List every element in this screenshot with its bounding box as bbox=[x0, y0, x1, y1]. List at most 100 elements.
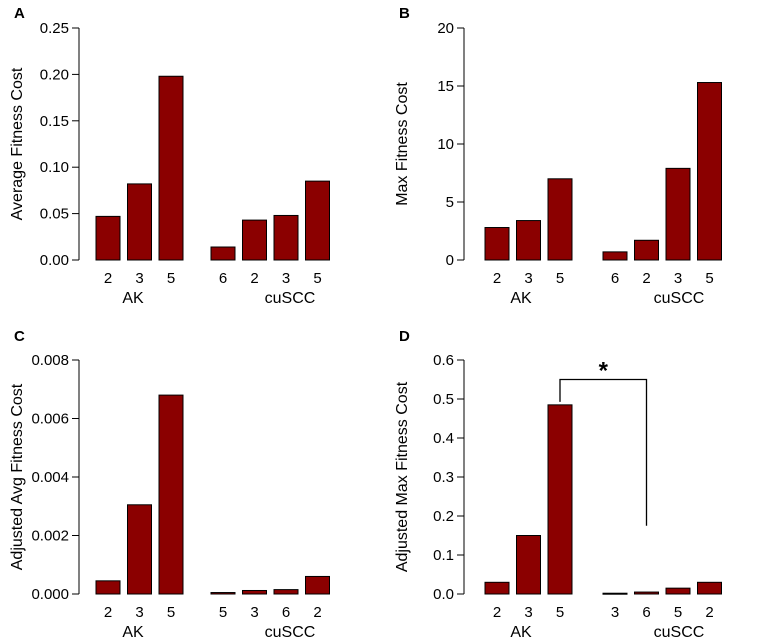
x-tick-label: 5 bbox=[167, 604, 175, 621]
x-tick-label: 5 bbox=[313, 270, 321, 287]
y-tick-label: 20 bbox=[437, 20, 454, 37]
bar bbox=[634, 239, 659, 261]
x-tick-label: 5 bbox=[556, 270, 564, 287]
bar bbox=[484, 581, 510, 595]
bar bbox=[273, 214, 299, 261]
x-tick-label: 3 bbox=[135, 270, 143, 287]
group-label: AK bbox=[122, 624, 144, 641]
x-tick-label: 2 bbox=[493, 604, 501, 621]
x-tick-label: 6 bbox=[219, 270, 227, 287]
bar bbox=[516, 220, 541, 261]
y-tick-label: 0.20 bbox=[40, 66, 69, 83]
bar bbox=[127, 183, 152, 261]
panel-label: A bbox=[14, 5, 25, 22]
bar bbox=[158, 75, 184, 261]
x-tick-label: 6 bbox=[282, 604, 290, 621]
y-tick-label: 0.1 bbox=[433, 547, 454, 564]
bar bbox=[697, 82, 722, 261]
group-label: AK bbox=[510, 290, 532, 307]
group-label: cuSCC bbox=[654, 624, 705, 641]
y-tick-label: 0.004 bbox=[31, 469, 69, 486]
y-tick-label: 0.15 bbox=[40, 113, 69, 130]
significance-star: * bbox=[599, 358, 609, 385]
x-tick-label: 2 bbox=[493, 270, 501, 287]
y-tick-label: 0.10 bbox=[40, 159, 69, 176]
bar bbox=[158, 394, 184, 595]
bar bbox=[305, 575, 330, 595]
y-tick-label: 0.002 bbox=[31, 528, 69, 545]
y-tick-label: 0 bbox=[446, 252, 454, 269]
x-tick-label: 2 bbox=[104, 604, 112, 621]
panel-d: D 0.0 0.1 0.2 0.3 0.4 0.5 0.6 Adjusted Max Fitne… bbox=[394, 328, 722, 641]
y-tick-label: 0.0 bbox=[433, 586, 454, 603]
y-tick-label: 15 bbox=[437, 78, 454, 95]
group-label: AK bbox=[510, 624, 532, 641]
bar bbox=[634, 591, 659, 595]
bar bbox=[127, 504, 152, 595]
y-tick-label: 0.25 bbox=[40, 20, 69, 37]
x-tick-label: 3 bbox=[674, 270, 682, 287]
y-tick-label: 0.00 bbox=[40, 252, 69, 269]
group-label: AK bbox=[122, 290, 144, 307]
y-tick-label: 0.5 bbox=[433, 391, 454, 408]
x-tick-label: 5 bbox=[674, 604, 682, 621]
bar bbox=[210, 246, 236, 261]
x-tick-label: 6 bbox=[642, 604, 650, 621]
bar bbox=[697, 581, 722, 595]
x-tick-label: 2 bbox=[250, 270, 258, 287]
y-tick-label: 0.000 bbox=[31, 586, 69, 603]
y-axis-label: Adjusted Max Fitness Cost bbox=[394, 381, 411, 572]
bar bbox=[242, 589, 267, 595]
group-label: cuSCC bbox=[265, 290, 316, 307]
bar bbox=[665, 587, 691, 595]
y-axis-label: Adjusted Avg Fitness Cost bbox=[9, 383, 26, 570]
bar bbox=[242, 219, 267, 261]
y-tick-label: 10 bbox=[437, 136, 454, 153]
bar bbox=[516, 535, 541, 595]
x-tick-label: 5 bbox=[705, 270, 713, 287]
bar bbox=[547, 404, 573, 595]
bar bbox=[273, 589, 299, 595]
y-tick-label: 0.4 bbox=[433, 430, 454, 447]
panel-label: B bbox=[399, 5, 410, 22]
y-tick-label: 0.2 bbox=[433, 508, 454, 525]
x-tick-label: 3 bbox=[282, 270, 290, 287]
bar bbox=[602, 251, 628, 261]
bar bbox=[665, 167, 691, 261]
x-tick-label: 5 bbox=[219, 604, 227, 621]
x-tick-label: 2 bbox=[313, 604, 321, 621]
bar bbox=[484, 227, 510, 261]
panel-label: C bbox=[14, 328, 25, 345]
y-tick-label: 0.006 bbox=[31, 411, 69, 428]
panel-a: A 0.00 0.05 0.10 0.15 0.20 0.25 Average Fitness… bbox=[9, 5, 330, 307]
y-tick-label: 5 bbox=[446, 194, 454, 211]
y-tick-label: 0.3 bbox=[433, 469, 454, 486]
y-axis-label: Average Fitness Cost bbox=[9, 67, 26, 220]
bar bbox=[95, 580, 121, 595]
x-tick-label: 3 bbox=[611, 604, 619, 621]
y-axis-label: Max Fitness Cost bbox=[394, 82, 411, 206]
group-label: cuSCC bbox=[654, 290, 705, 307]
x-tick-label: 3 bbox=[524, 604, 532, 621]
y-tick-label: 0.008 bbox=[31, 352, 69, 369]
bar bbox=[305, 180, 330, 261]
x-tick-label: 3 bbox=[524, 270, 532, 287]
x-tick-label: 2 bbox=[705, 604, 713, 621]
bar bbox=[210, 592, 236, 595]
x-tick-label: 6 bbox=[611, 270, 619, 287]
bar bbox=[547, 178, 573, 261]
group-label: cuSCC bbox=[265, 624, 316, 641]
y-tick-label: 0.05 bbox=[40, 206, 69, 223]
x-tick-label: 2 bbox=[104, 270, 112, 287]
significance-bracket bbox=[559, 378, 648, 526]
x-tick-label: 3 bbox=[135, 604, 143, 621]
bar bbox=[602, 592, 628, 595]
x-tick-label: 2 bbox=[642, 270, 650, 287]
panel-label: D bbox=[399, 328, 410, 345]
panel-c: C 0.000 0.002 0.004 0.006 0.008 Adjusted Avg F… bbox=[9, 328, 330, 641]
x-tick-label: 5 bbox=[556, 604, 564, 621]
bar bbox=[95, 215, 121, 261]
x-tick-label: 5 bbox=[167, 270, 175, 287]
